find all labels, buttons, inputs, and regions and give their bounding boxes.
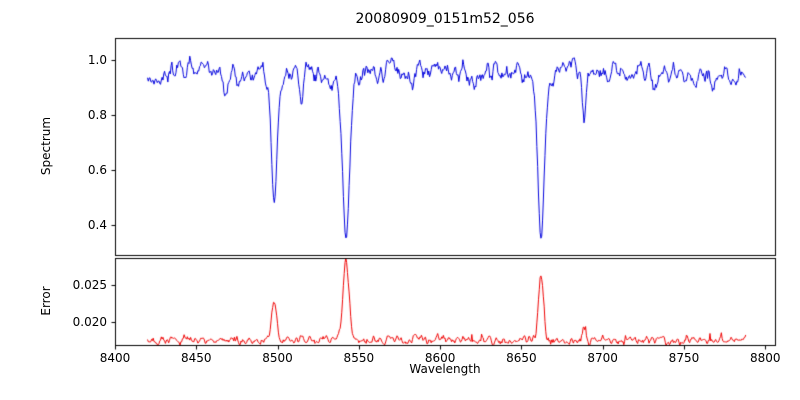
x-tick-label: 8750 [668,351,700,365]
x-axis-label: Wavelength [409,362,481,376]
y-tick-label-spectrum: 0.4 [87,217,107,232]
y-tick-label-error: 0.025 [72,278,107,293]
x-tick-label: 8700 [587,351,618,365]
y-tick-label-spectrum: 0.6 [87,162,107,177]
x-tick-label: 8400 [99,351,131,365]
x-tick-label: 8600 [424,351,456,365]
x-tick-label: 8500 [262,351,293,365]
y-axis-label-spectrum: Spectrum [39,116,53,176]
x-tick-label: 8800 [749,351,781,365]
y-axis-label-error: Error [39,286,53,316]
y-tick-label-spectrum: 0.8 [87,107,107,122]
chart-title: 20080909_0151m52_056 [355,11,535,27]
x-tick-label: 8550 [343,351,375,365]
x-tick-label: 8650 [506,351,537,365]
x-tick-label: 8450 [180,351,212,365]
y-tick-label-error: 0.020 [72,314,107,329]
y-tick-label-spectrum: 1.0 [87,52,107,67]
